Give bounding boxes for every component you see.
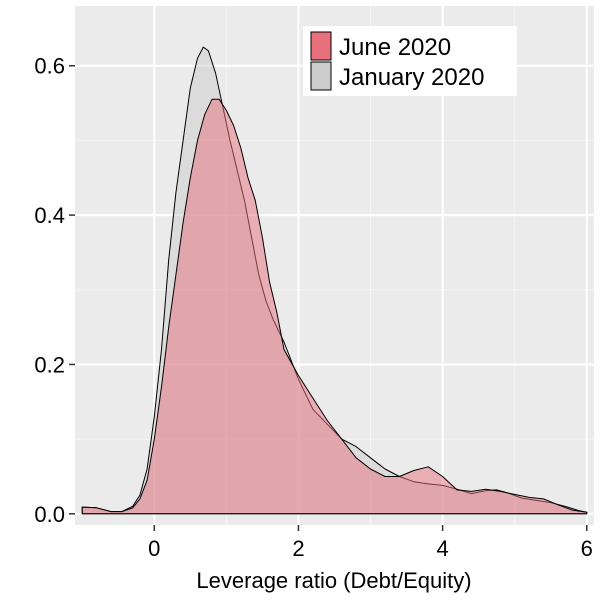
- density-areas: [81, 46, 588, 515]
- legend-key-january-2020: [310, 61, 332, 91]
- x-tick-label: 2: [292, 536, 304, 561]
- y-axis: 0.0 0.2 0.4 0.6: [34, 54, 75, 527]
- y-tick-label: 0.4: [34, 203, 65, 228]
- y-tick-label: 0.6: [34, 54, 65, 79]
- x-tick-label: 6: [581, 536, 593, 561]
- legend-label-january-2020: January 2020: [339, 64, 484, 91]
- x-tick-label: 0: [148, 536, 160, 561]
- y-tick-label: 0.2: [34, 352, 65, 377]
- legend-background: [303, 26, 517, 96]
- density-area-june-2020: [81, 98, 588, 515]
- x-axis: 0 2 4 6: [148, 525, 593, 561]
- legend-key-june-2020: [310, 31, 332, 61]
- legend: June 2020 January 2020: [303, 26, 517, 96]
- y-tick-label: 0.0: [34, 502, 65, 527]
- legend-label-june-2020: June 2020: [339, 34, 451, 61]
- x-tick-label: 4: [437, 536, 449, 561]
- x-axis-title: Leverage ratio (Debt/Equity): [196, 568, 471, 593]
